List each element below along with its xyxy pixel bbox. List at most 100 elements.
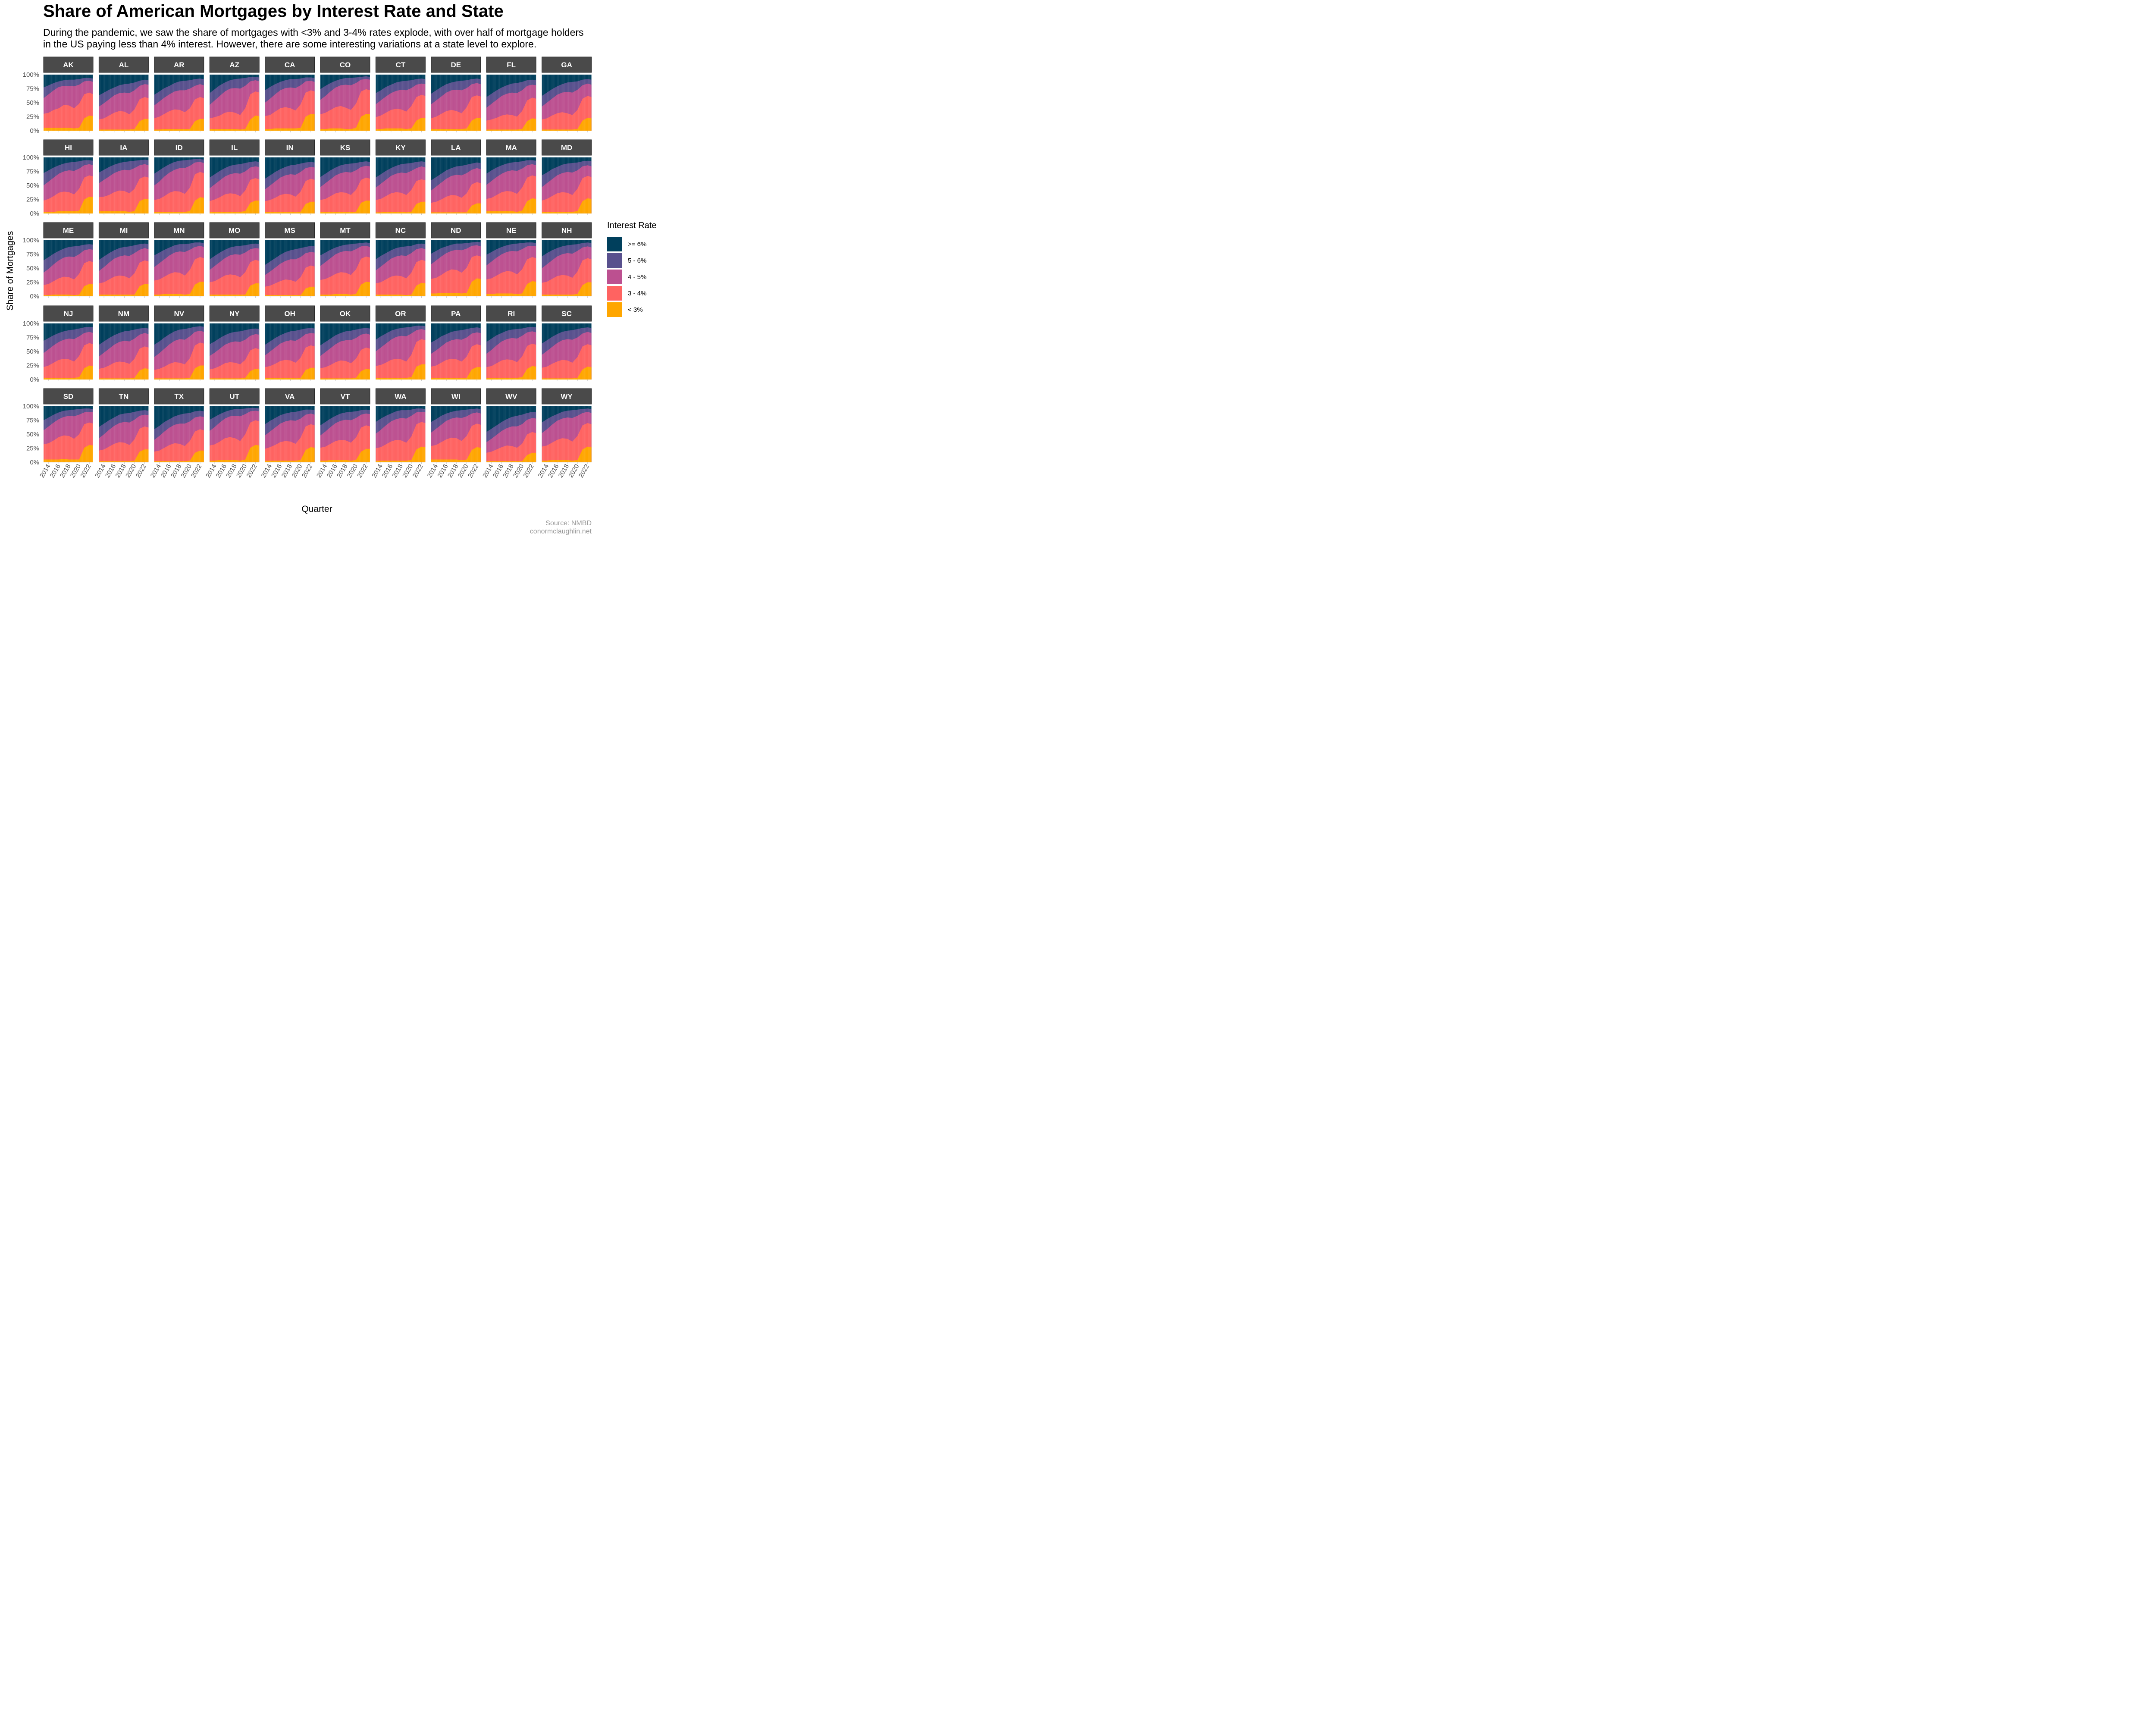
facet-panel: AR [154, 56, 204, 132]
facet-strip-label: IL [231, 144, 238, 152]
area-lt3 [44, 115, 93, 131]
facet-panel: KY [375, 139, 426, 215]
y-tick-label: 50% [26, 431, 39, 438]
area-3-4 [154, 172, 204, 213]
facet-panel: MT [320, 222, 370, 298]
facet-strip [542, 139, 592, 156]
area-lt3 [486, 198, 536, 213]
facet-strip-label: LA [451, 144, 461, 152]
area-lt3 [265, 114, 315, 131]
area-3-4 [376, 260, 426, 296]
facet-panel: NH [542, 222, 592, 298]
facet-strip-label: WY [561, 392, 573, 401]
area-3-4 [376, 422, 426, 462]
area-3-4 [431, 344, 481, 380]
area-lt3 [44, 197, 93, 213]
facet-strip-label: OR [395, 310, 406, 318]
facet-strip [98, 222, 149, 238]
facet-panel: IN [265, 139, 315, 215]
facet-strip [542, 388, 592, 405]
facet-strip-label: AZ [229, 61, 239, 69]
area-lt3 [542, 198, 592, 213]
facet-strip [154, 388, 204, 405]
area-lt3 [99, 199, 149, 213]
area-lt3 [210, 201, 260, 213]
area-lt3 [431, 203, 481, 213]
facet-strip-label: GA [561, 61, 572, 69]
facet-strip-label: PA [451, 310, 461, 318]
facet-strip [209, 388, 260, 405]
facet-strip [265, 139, 315, 156]
facet-strip-label: MD [561, 144, 572, 152]
chart-title: Share of American Mortgages by Interest … [43, 2, 504, 21]
facet-panel: DE [431, 56, 481, 132]
legend-label: 3 - 4% [628, 289, 647, 297]
area-lt3 [154, 450, 204, 462]
legend-key [607, 253, 622, 268]
x-tick-label: 2022 [577, 463, 591, 479]
facet-panel: OH [265, 305, 315, 381]
facet-panel: CT [375, 56, 426, 132]
facet-panel: ID [154, 139, 204, 215]
facet-panel: NM [98, 305, 149, 381]
y-tick-label: 50% [26, 182, 39, 189]
facet-strip-label: MN [173, 226, 185, 235]
x-tick-label: 2022 [411, 463, 425, 479]
facet-strip [375, 222, 426, 238]
area-3-4 [265, 424, 315, 462]
area-3-4 [210, 420, 260, 462]
facet-strip [209, 139, 260, 156]
area-3-4 [376, 339, 426, 380]
y-tick-label: 75% [26, 334, 39, 342]
area-lt3 [265, 447, 315, 462]
facet-panel: NE [486, 222, 536, 298]
facet-strip-label: MS [284, 226, 295, 235]
y-tick-label: 25% [26, 279, 39, 286]
area-3-4 [542, 344, 592, 380]
area-3-4 [99, 260, 149, 296]
facet-strip [98, 56, 149, 73]
facet-strip-label: NC [395, 226, 406, 235]
area-lt3 [210, 369, 260, 380]
area-3-4 [320, 89, 370, 131]
chart-subtitle: During the pandemic, we saw the share of… [43, 27, 664, 50]
area-3-4 [44, 92, 93, 131]
facet-strip-label: TN [119, 392, 129, 401]
y-tick-label: 75% [26, 251, 39, 258]
facet-strip-label: AL [119, 61, 129, 69]
facet-strip [542, 305, 592, 322]
facet-strip-label: SC [561, 310, 572, 318]
facet-strip-label: AK [63, 61, 74, 69]
caption: Source: NMBD conormclaughlin.net [530, 519, 592, 536]
faceted-area-chart: AK 0% 25% 50% 75% 100% AL AR AZ CA CO CT DE FL GA HI 0% 2… [5, 56, 592, 514]
facet-strip [154, 56, 204, 73]
y-tick-label: 0% [30, 293, 39, 300]
x-tick-label: 2022 [301, 463, 314, 479]
area-lt3 [431, 118, 481, 131]
area-lt3 [44, 445, 93, 462]
facet-strip-label: NJ [64, 310, 73, 318]
y-tick-label: 100% [23, 403, 39, 410]
area-3-4 [44, 261, 93, 296]
facet-strip-label: NE [506, 226, 517, 235]
legend-key [607, 270, 622, 284]
x-tick-label: 2022 [190, 463, 203, 479]
area-lt3 [320, 201, 370, 213]
facet-strip [265, 222, 315, 238]
facet-strip-label: SD [63, 392, 74, 401]
area-lt3 [99, 119, 149, 131]
facet-panel: IA [98, 139, 149, 215]
facet-strip-label: RI [508, 310, 515, 318]
area-3-4 [154, 97, 204, 131]
area-3-4 [99, 346, 149, 380]
area-lt3 [265, 367, 315, 380]
area-3-4 [486, 343, 536, 380]
area-3-4 [486, 175, 536, 213]
facet-panel: SC [542, 305, 592, 381]
facet-strip [43, 222, 94, 238]
area-3-4 [44, 343, 93, 380]
facet-panel: KS [320, 139, 370, 215]
